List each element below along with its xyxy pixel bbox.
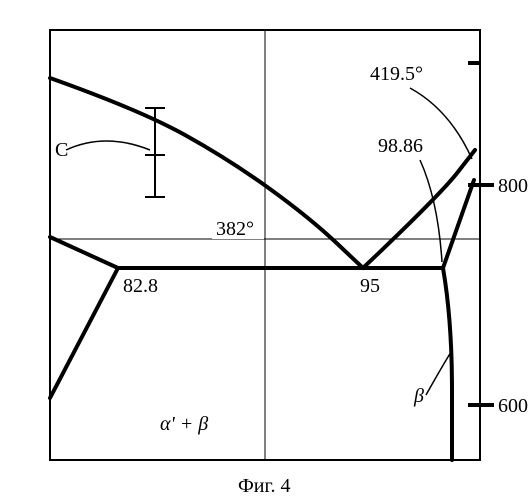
- label-alpha-plus-beta: α' + β: [160, 413, 208, 435]
- label-98-86: 98.86: [378, 135, 423, 157]
- label-382: 382°: [216, 218, 254, 240]
- axis-tick-label: 800: [498, 175, 528, 197]
- label-82-8: 82.8: [123, 275, 158, 297]
- label-95: 95: [360, 275, 380, 297]
- label-419-5: 419.5°: [370, 63, 423, 85]
- figure-caption: Фиг. 4: [238, 475, 290, 497]
- label-c: C: [55, 139, 68, 161]
- axis-tick-label: 600: [498, 395, 528, 417]
- label-beta: β: [413, 385, 424, 407]
